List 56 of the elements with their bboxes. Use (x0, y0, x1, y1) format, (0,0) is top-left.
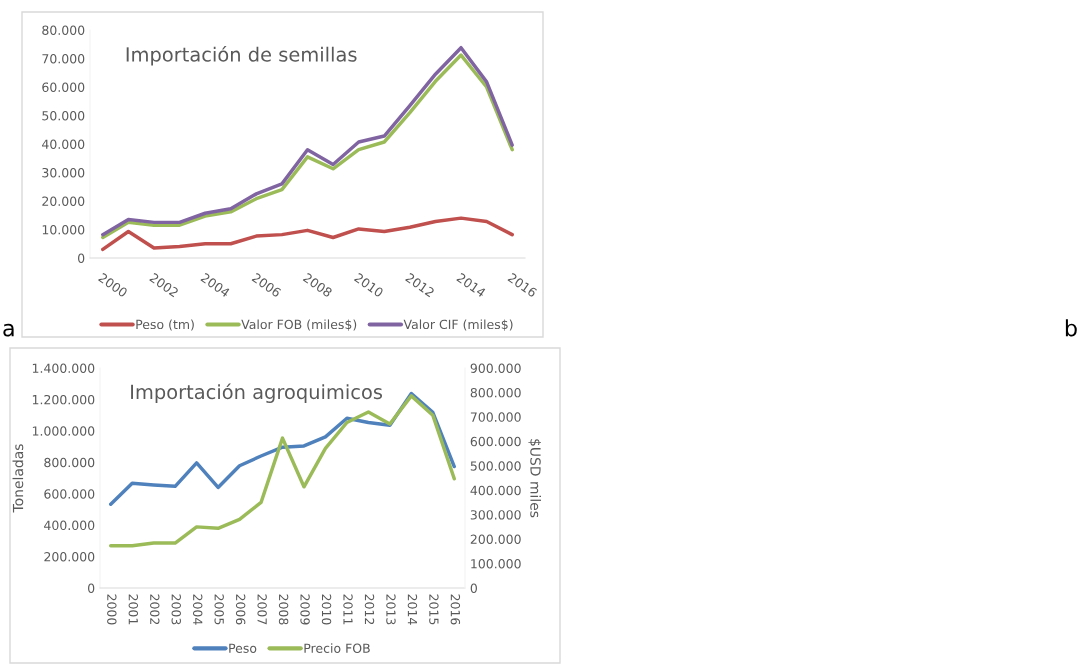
text: b (1065, 319, 1077, 337)
y2-tick-label: 300.000 (470, 510, 521, 520)
legend-label: Peso (229, 643, 257, 653)
y2-tick-label: 500.000 (470, 461, 521, 471)
x-tick-label: 2005 (214, 594, 224, 625)
x-tick-label: 2008 (278, 594, 289, 625)
y-tick-label: 600.000 (44, 489, 95, 499)
x-tick-label: 2014 (407, 594, 418, 625)
y2-tick-label: 900.000 (470, 363, 521, 373)
y-tick-label: 30.000 (42, 167, 85, 178)
x-tick-label: 2000 (107, 594, 117, 625)
y-tick-label: 20.000 (42, 196, 85, 206)
y-tick-label: 40.000 (42, 139, 85, 149)
y-tick-label: 10.000 (42, 224, 85, 235)
x-tick-label: 2010 (321, 594, 332, 625)
y-tick-label: 70.000 (42, 53, 85, 64)
y-tick-label: 1.200.000 (32, 394, 95, 405)
y2-tick-label: 700.000 (470, 412, 521, 422)
y2-tick-label: 800.000 (470, 387, 521, 398)
text: a (3, 323, 14, 337)
x-tick-label: 2009 (300, 594, 310, 625)
y-axis-title: Toneladas (12, 444, 24, 513)
x-tick-label: 2007 (257, 594, 267, 625)
legend-label: Valor CIF (miles$) (403, 319, 513, 331)
y2-tick-label: 0 (470, 583, 477, 593)
y2-axis-title: $USD miles (528, 439, 541, 518)
y2-tick-label: 100.000 (471, 559, 521, 569)
text: Importación de semillas (126, 45, 357, 66)
y-tick-label: 0 (78, 253, 85, 263)
x-tick-label: 2002 (150, 594, 160, 625)
y2-tick-label: 600.000 (470, 436, 521, 447)
y-tick-label: 200.000 (44, 552, 95, 562)
x-tick-label: 2006 (235, 594, 246, 625)
x-tick-label: 2015 (429, 594, 439, 625)
y-tick-label: 1.000.000 (32, 426, 95, 436)
legend-label: Precio FOB (304, 643, 370, 653)
x-tick-label: 2004 (192, 594, 203, 625)
x-tick-label: 2011 (343, 594, 353, 625)
legend-label: Peso (tm) (136, 319, 194, 331)
y-tick-label: 60.000 (42, 82, 85, 92)
x-tick-label: 2016 (450, 594, 461, 625)
y-tick-label: 0 (88, 583, 95, 593)
text: Importación agroquimicos (131, 383, 383, 403)
y-tick-label: 80.000 (42, 25, 85, 35)
y2-tick-label: 400.000 (470, 485, 521, 496)
line-series (101, 216, 514, 252)
x-tick-label: 2013 (386, 594, 396, 625)
y-tick-label: 50.000 (42, 110, 85, 121)
y-tick-label: 800.000 (44, 457, 95, 468)
x-tick-label: 2001 (128, 594, 139, 625)
x-tick-label: 2003 (171, 594, 181, 625)
y-tick-label: 400.000 (44, 520, 95, 531)
x-tick-label: 2012 (364, 594, 375, 625)
y2-tick-label: 200.000 (470, 534, 521, 545)
legend-label: Valor FOB (miles$) (241, 319, 357, 331)
y-tick-label: 1.400.000 (32, 363, 95, 373)
